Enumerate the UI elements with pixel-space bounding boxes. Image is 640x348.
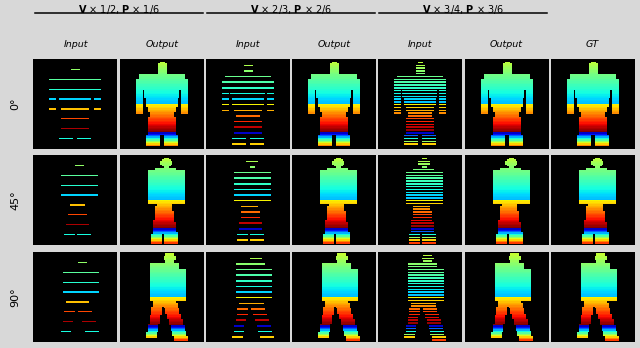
Text: $\mathbf{V}$ × 2/3, $\mathbf{P}$ × 2/6: $\mathbf{V}$ × 2/3, $\mathbf{P}$ × 2/6 xyxy=(250,3,332,16)
Text: Output: Output xyxy=(490,40,522,49)
Text: 0°: 0° xyxy=(11,98,20,110)
Text: Output: Output xyxy=(146,40,179,49)
Text: 45°: 45° xyxy=(11,191,20,210)
Text: $\mathbf{V}$ × 1/2, $\mathbf{P}$ × 1/6: $\mathbf{V}$ × 1/2, $\mathbf{P}$ × 1/6 xyxy=(78,3,160,16)
Text: Output: Output xyxy=(317,40,351,49)
Text: Input: Input xyxy=(408,40,432,49)
Text: Input: Input xyxy=(236,40,260,49)
Text: $\mathbf{V}$ × 3/4, $\mathbf{P}$ × 3/6: $\mathbf{V}$ × 3/4, $\mathbf{P}$ × 3/6 xyxy=(422,3,504,16)
Text: 90°: 90° xyxy=(11,287,20,307)
Text: GT: GT xyxy=(586,40,598,49)
Text: Input: Input xyxy=(64,40,88,49)
